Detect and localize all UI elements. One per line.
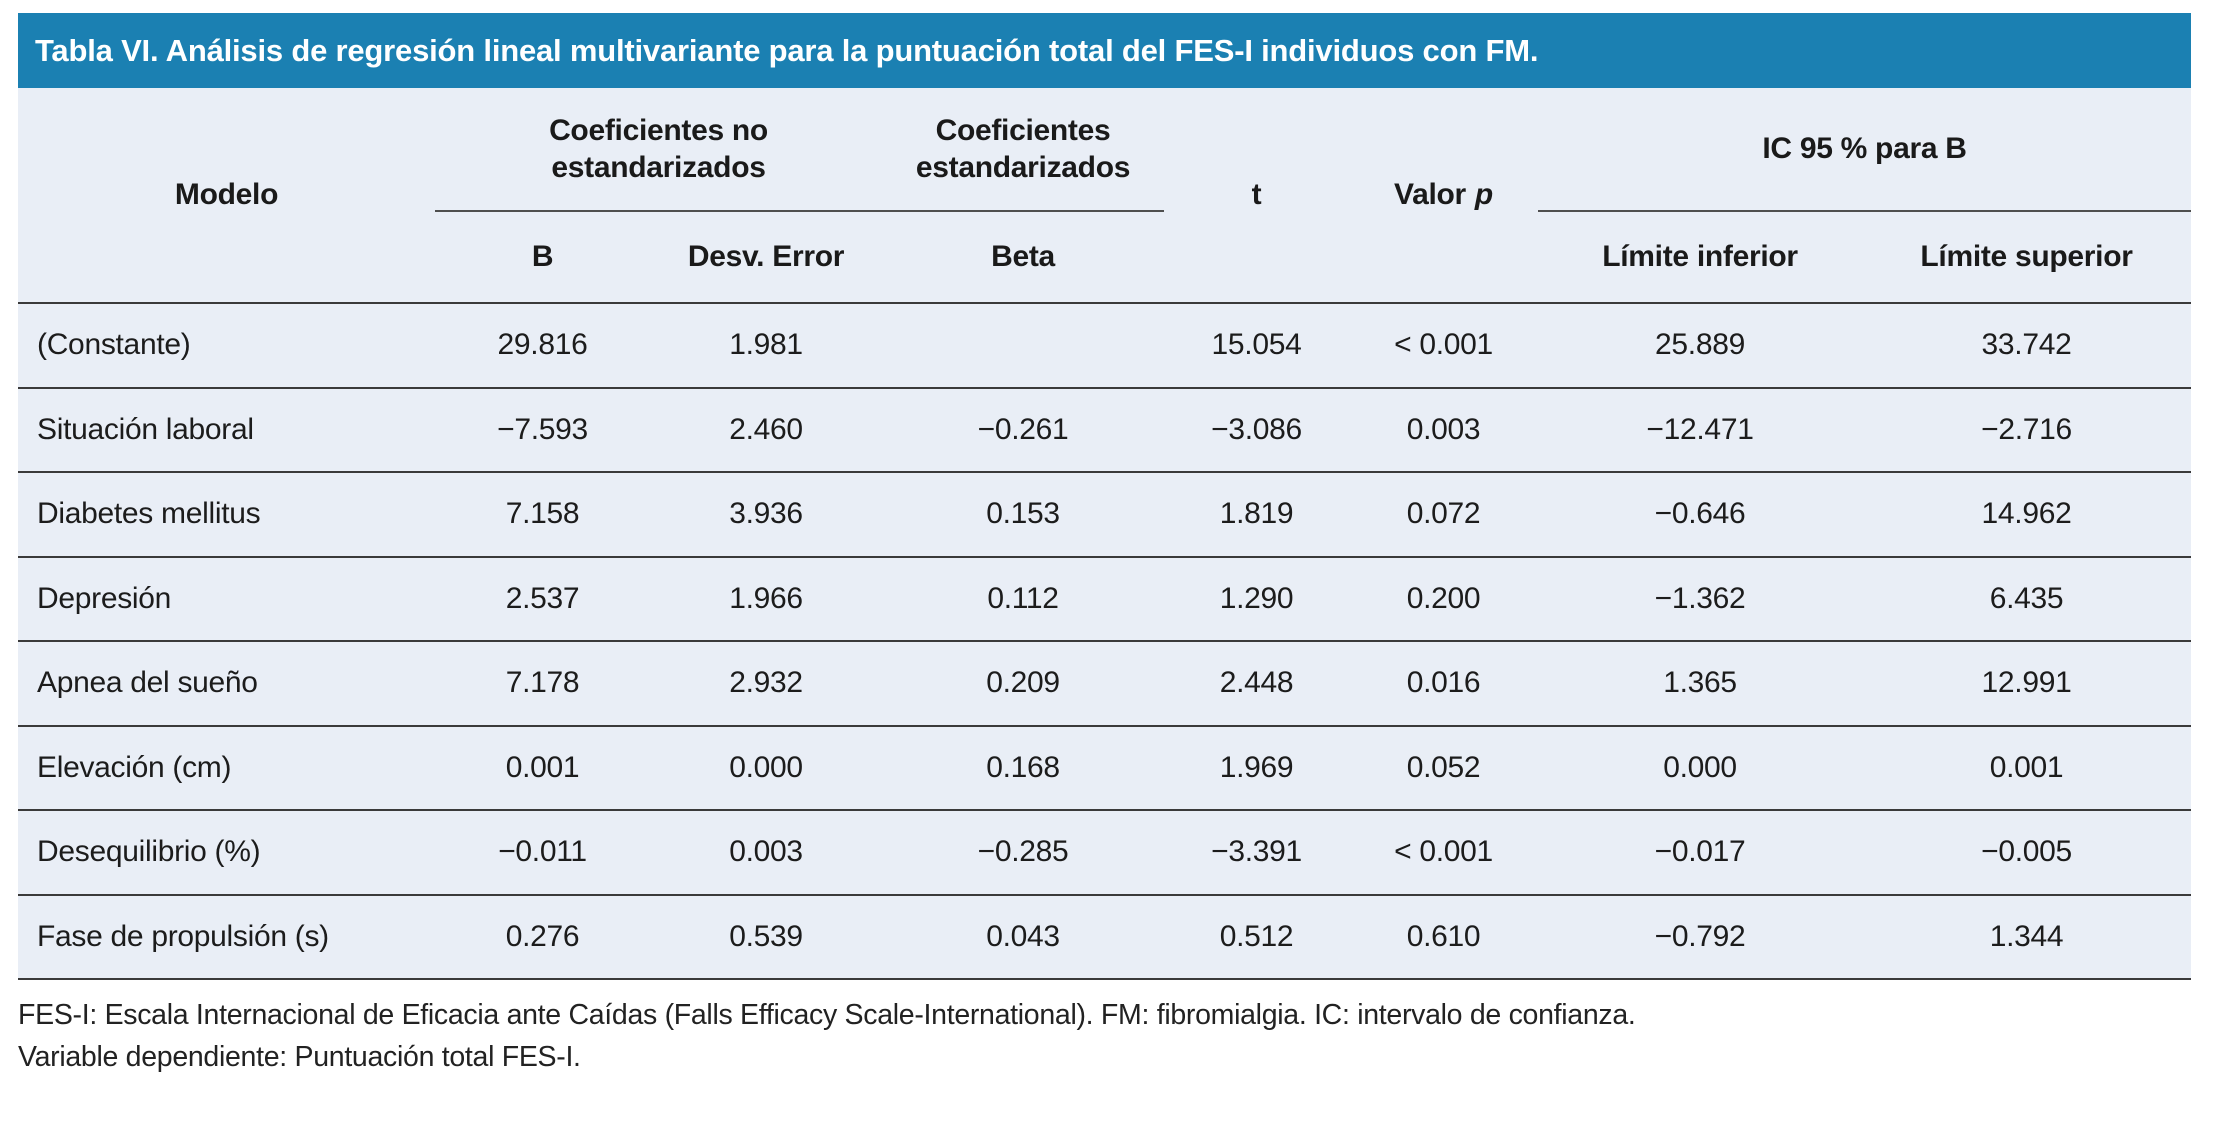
cell-modelo: Diabetes mellitus	[37, 497, 261, 531]
cell-b: 2.537	[505, 581, 580, 615]
cell-modelo: Apnea del sueño	[37, 666, 258, 700]
p-label: p	[1474, 178, 1493, 212]
cell-desv-error: 0.539	[729, 919, 803, 953]
cell-valor-p: 0.072	[1406, 497, 1481, 531]
cell-limite-superior: −2.716	[1981, 412, 2072, 446]
cell-beta: 0.209	[986, 666, 1060, 700]
cell-limite-inferior: 1.365	[1663, 666, 1737, 700]
column-header-valor-p: Valor p	[1349, 88, 1538, 302]
cell-limite-inferior: −12.471	[1646, 412, 1754, 446]
cell-modelo: Desequilibrio (%)	[37, 835, 261, 869]
column-header-limite-inferior: Límite inferior	[1602, 240, 1798, 274]
cell-desv-error: 3.936	[729, 497, 803, 531]
table-title: Tabla VI. Análisis de regresión lineal m…	[35, 32, 1539, 68]
column-group-label: Coeficientes estandarizados	[915, 113, 1131, 185]
cell-modelo: Situación laboral	[37, 412, 254, 446]
cell-beta: 0.112	[987, 581, 1059, 615]
column-header-t: t	[1251, 178, 1262, 212]
cell-t: 15.054	[1211, 328, 1302, 362]
column-group-coeficientes-estandarizados: Coeficientes estandarizados	[882, 88, 1164, 212]
table-row: (Constante) 29.816 1.981 15.054 < 0.001 …	[18, 304, 2191, 389]
cell-b: 7.158	[505, 497, 580, 531]
cell-limite-superior: 12.991	[1981, 666, 2072, 700]
cell-beta: 0.153	[986, 497, 1060, 531]
cell-modelo: Elevación (cm)	[37, 750, 232, 784]
table-header: Modelo Coeficientes no estandarizados Co…	[18, 88, 2191, 304]
cell-modelo: Depresión	[37, 581, 172, 615]
table-row: Depresión 2.537 1.966 0.112 1.290 0.200 …	[18, 558, 2191, 642]
cell-desv-error: 1.981	[729, 328, 803, 362]
cell-t: 0.512	[1219, 919, 1294, 953]
cell-b: −7.593	[497, 412, 588, 446]
cell-limite-inferior: 25.889	[1655, 328, 1745, 362]
cell-desv-error: 2.460	[729, 412, 803, 446]
column-header-limite-superior: Límite superior	[1920, 240, 2133, 274]
column-group-coeficientes-no-estandarizados: Coeficientes no estandarizados	[435, 88, 882, 212]
cell-valor-p: 0.052	[1406, 750, 1481, 784]
cell-limite-superior: 6.435	[1989, 581, 2064, 615]
cell-b: −0.011	[498, 835, 587, 869]
cell-b: 0.001	[505, 750, 580, 784]
cell-beta: −0.285	[977, 835, 1069, 869]
table-row: Apnea del sueño 7.178 2.932 0.209 2.448 …	[18, 642, 2191, 727]
cell-valor-p: < 0.001	[1394, 328, 1493, 362]
cell-desv-error: 1.966	[729, 581, 803, 615]
cell-limite-superior: 33.742	[1981, 328, 2072, 362]
footnote-dependent-variable: Variable dependiente: Puntuación total F…	[18, 1041, 581, 1073]
cell-limite-inferior: −0.017	[1654, 835, 1746, 869]
cell-t: 2.448	[1219, 666, 1294, 700]
table-body: (Constante) 29.816 1.981 15.054 < 0.001 …	[18, 304, 2191, 980]
column-group-ic-95: IC 95 % para B	[1538, 88, 2191, 212]
cell-t: −3.391	[1211, 835, 1302, 869]
cell-limite-inferior: −0.646	[1654, 497, 1746, 531]
cell-limite-superior: 14.962	[1981, 497, 2072, 531]
column-group-label: IC 95 % para B	[1762, 132, 1967, 166]
cell-b: 29.816	[497, 328, 588, 362]
table-row: Desequilibrio (%) −0.011 0.003 −0.285 −3…	[18, 811, 2191, 896]
table-row: Situación laboral −7.593 2.460 −0.261 −3…	[18, 389, 2191, 473]
cell-modelo: (Constante)	[37, 328, 191, 362]
cell-modelo: Fase de propulsión (s)	[37, 919, 329, 953]
cell-b: 0.276	[505, 919, 580, 953]
cell-limite-superior: −0.005	[1981, 835, 2072, 869]
table-title-bar: Tabla VI. Análisis de regresión lineal m…	[18, 13, 2191, 88]
cell-t: 1.819	[1219, 497, 1294, 531]
cell-desv-error: 2.932	[729, 666, 803, 700]
cell-valor-p: 0.016	[1406, 666, 1481, 700]
cell-limite-inferior: −1.362	[1654, 581, 1746, 615]
cell-t: 1.290	[1219, 581, 1294, 615]
cell-b: 7.178	[505, 666, 580, 700]
table-row: Diabetes mellitus 7.158 3.936 0.153 1.81…	[18, 473, 2191, 558]
cell-t: −3.086	[1211, 412, 1302, 446]
table-row: Elevación (cm) 0.001 0.000 0.168 1.969 0…	[18, 727, 2191, 811]
column-header-b: B	[531, 240, 554, 274]
cell-limite-inferior: 0.000	[1663, 750, 1737, 784]
cell-beta: 0.043	[986, 919, 1060, 953]
cell-valor-p: 0.610	[1406, 919, 1481, 953]
regression-table: Modelo Coeficientes no estandarizados Co…	[18, 88, 2191, 980]
cell-t: 1.969	[1219, 750, 1294, 784]
footnote-abbreviations: FES-I: Escala Internacional de Eficacia …	[18, 999, 1636, 1031]
table-row: Fase de propulsión (s) 0.276 0.539 0.043…	[18, 896, 2191, 980]
cell-valor-p: 0.200	[1406, 581, 1481, 615]
table-figure: Tabla VI. Análisis de regresión lineal m…	[18, 13, 2191, 1078]
cell-limite-superior: 0.001	[1989, 750, 2064, 784]
cell-beta: 0.168	[986, 750, 1060, 784]
cell-limite-superior: 1.344	[1989, 919, 2064, 953]
valor-label: Valor	[1394, 178, 1466, 212]
table-footnotes: FES-I: Escala Internacional de Eficacia …	[18, 994, 2191, 1078]
column-header-desv-error: Desv. Error	[687, 240, 845, 274]
cell-beta: −0.261	[977, 412, 1069, 446]
cell-desv-error: 0.000	[729, 750, 803, 784]
cell-desv-error: 0.003	[729, 835, 803, 869]
cell-valor-p: < 0.001	[1394, 835, 1493, 869]
column-header-beta: Beta	[991, 240, 1055, 274]
cell-valor-p: 0.003	[1406, 412, 1481, 446]
column-group-label: Coeficientes no estandarizados	[549, 113, 768, 185]
cell-limite-inferior: −0.792	[1654, 919, 1746, 953]
column-header-modelo: Modelo	[174, 178, 279, 212]
